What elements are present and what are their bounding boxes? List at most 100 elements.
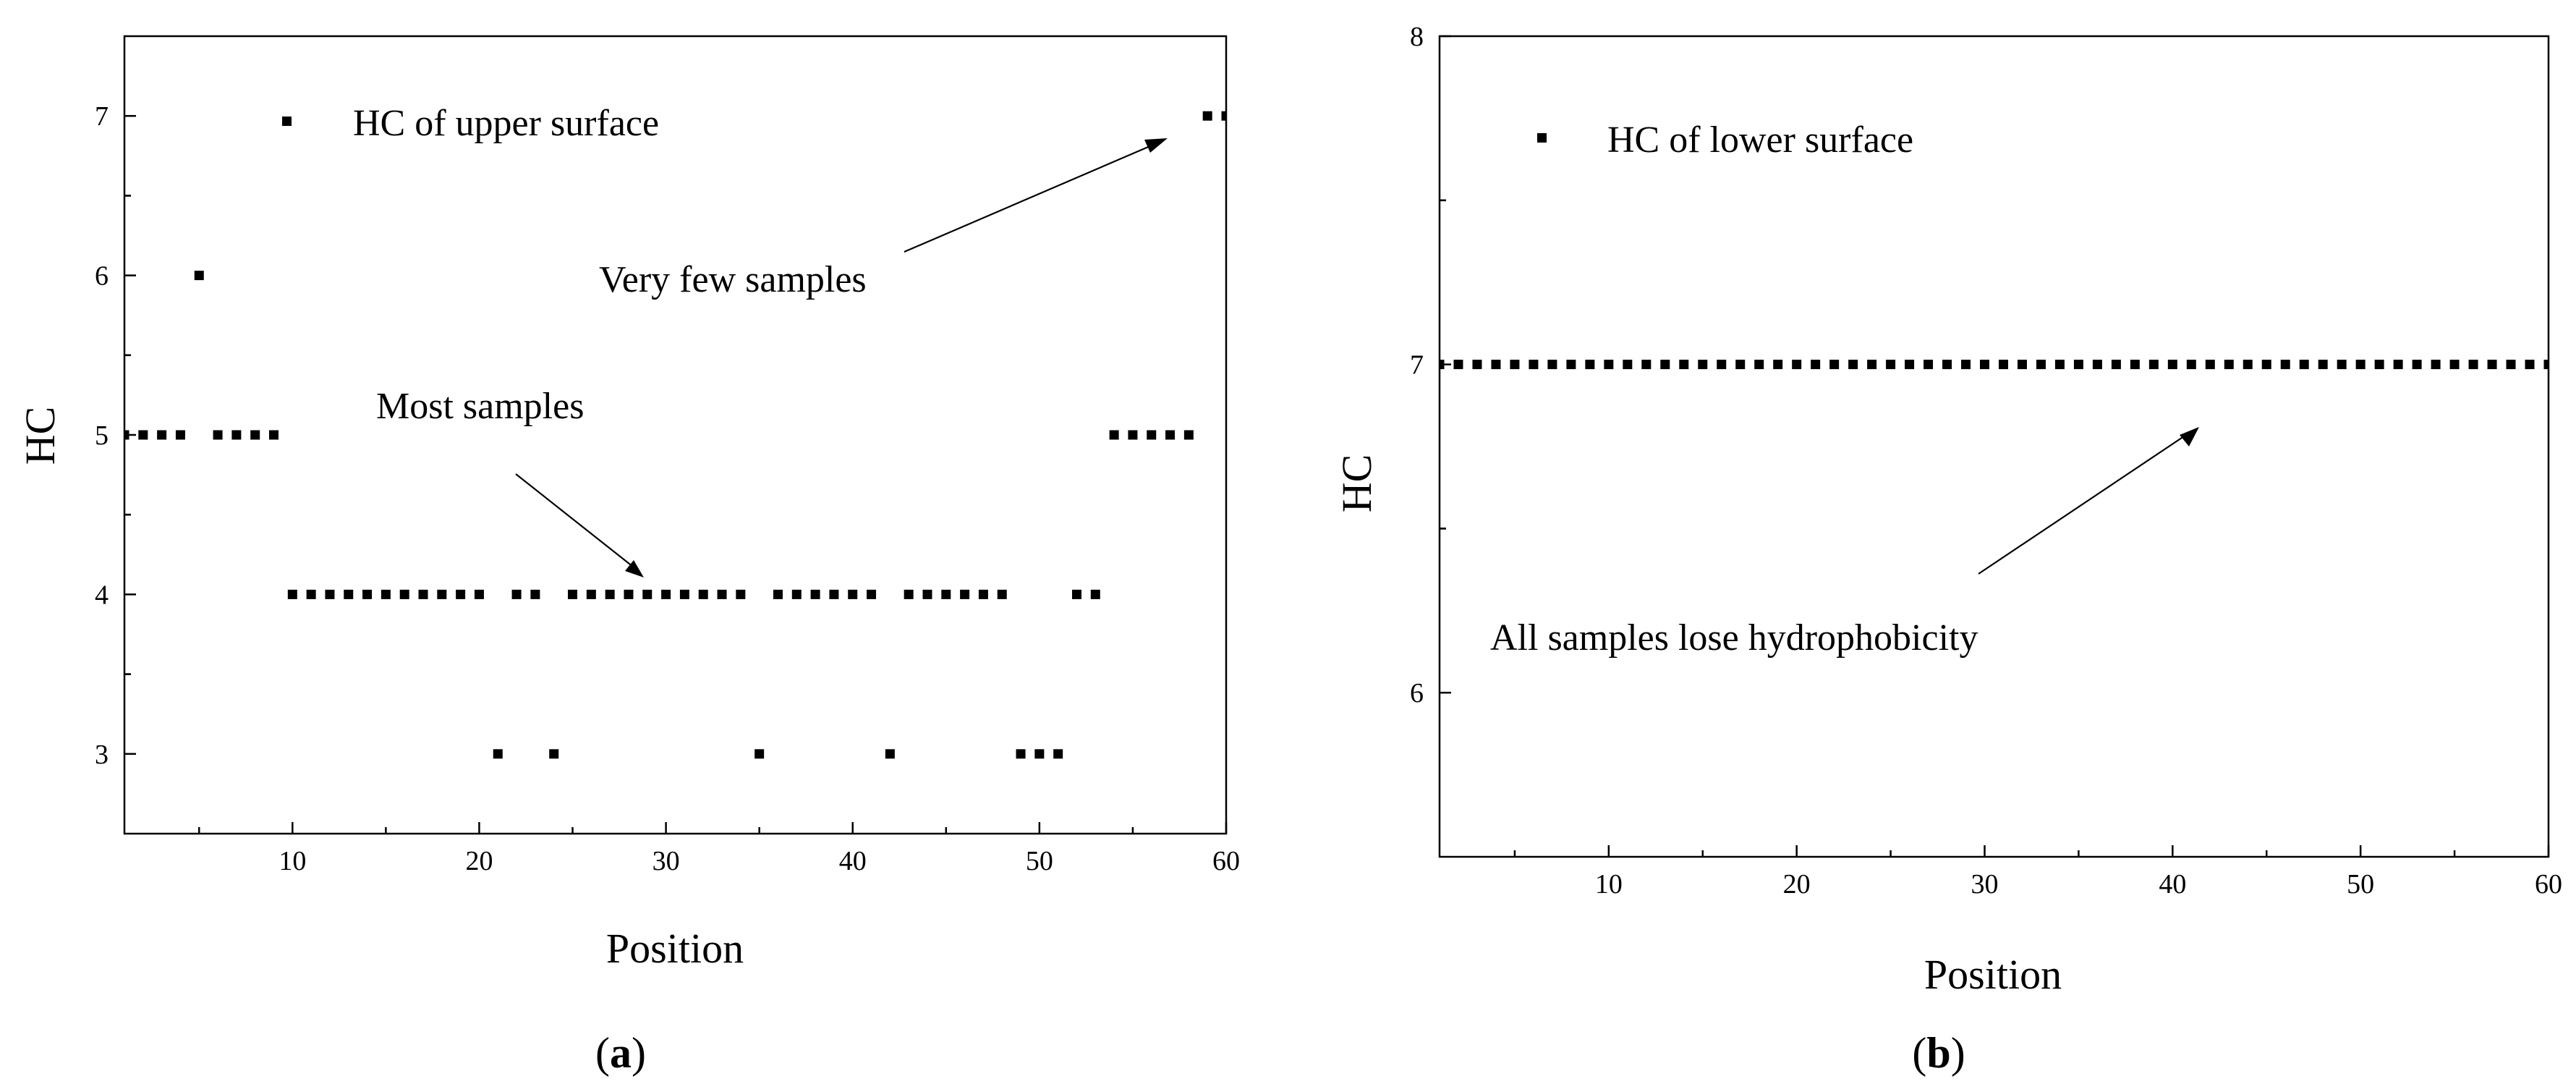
data-point-b bbox=[1566, 360, 1576, 370]
annotation-text-very-few: Very few samples bbox=[599, 259, 867, 300]
data-point-b bbox=[2468, 360, 2478, 370]
data-point-a bbox=[568, 589, 578, 599]
data-point-b bbox=[2243, 360, 2253, 370]
y-tick-label-a: 6 bbox=[95, 261, 109, 292]
data-point-a bbox=[1071, 589, 1081, 599]
data-point-a bbox=[456, 589, 466, 599]
data-point-b bbox=[1980, 360, 1990, 370]
x-tick-label-a: 20 bbox=[465, 846, 493, 876]
data-point-a bbox=[1128, 430, 1138, 440]
data-point-b bbox=[1754, 360, 1764, 370]
data-point-b bbox=[2487, 360, 2497, 370]
data-point-b bbox=[1811, 360, 1821, 370]
data-point-b bbox=[1998, 360, 2008, 370]
x-tick-label-b: 50 bbox=[2347, 869, 2374, 900]
data-point-b bbox=[1698, 360, 1708, 370]
x-tick-label-a: 60 bbox=[1212, 846, 1240, 876]
data-point-b bbox=[2054, 360, 2065, 370]
data-point-b bbox=[1641, 360, 1652, 370]
chart-panel-a: 10 20 30 40 50 60 3 4 5 6 7 Position HC HC of uppe… bbox=[17, 35, 1240, 1077]
x-tick-label-b: 10 bbox=[1595, 869, 1623, 900]
data-point-a bbox=[194, 271, 204, 281]
data-point-b bbox=[2224, 360, 2234, 370]
annotation-most: Most samples bbox=[376, 386, 644, 577]
data-point-b bbox=[1679, 360, 1689, 370]
data-point-b bbox=[1924, 360, 1934, 370]
data-point-a bbox=[736, 589, 746, 599]
annotation-arrowhead-most bbox=[625, 560, 644, 577]
data-point-a bbox=[848, 589, 858, 599]
data-point-b bbox=[2205, 360, 2215, 370]
data-point-a bbox=[1221, 111, 1226, 121]
data-point-a bbox=[474, 589, 484, 599]
plot-frame-a bbox=[123, 35, 1228, 835]
data-point-a bbox=[922, 589, 932, 599]
data-point-a bbox=[1016, 749, 1026, 759]
y-tick-label-a: 5 bbox=[95, 420, 109, 451]
data-point-a bbox=[344, 589, 354, 599]
data-point-b bbox=[1942, 360, 1952, 370]
data-point-a bbox=[437, 589, 447, 599]
y-tick-label-b: 8 bbox=[1410, 22, 1424, 52]
data-point-b bbox=[1961, 360, 1971, 370]
data-point-b bbox=[1829, 360, 1840, 370]
data-point-a bbox=[124, 430, 129, 440]
x-tick-label-b: 30 bbox=[1971, 869, 1999, 900]
data-point-b bbox=[1547, 360, 1557, 370]
legend-b: HC of lower surface bbox=[1537, 119, 1913, 161]
caption-b: (b) bbox=[1912, 1029, 1965, 1077]
data-point-a bbox=[773, 589, 783, 599]
data-point-a bbox=[978, 589, 988, 599]
data-point-a bbox=[586, 589, 596, 599]
x-tick-label-b: 60 bbox=[2535, 869, 2562, 900]
caption-letter-b: b bbox=[1926, 1029, 1950, 1077]
data-point-b bbox=[2412, 360, 2422, 370]
data-point-a bbox=[624, 589, 634, 599]
data-point-a bbox=[885, 749, 895, 759]
data-point-a bbox=[960, 589, 970, 599]
x-axis-title-a: Position bbox=[606, 925, 744, 972]
y-axis-title-b: HC bbox=[1333, 454, 1380, 513]
x-tick-label-b: 20 bbox=[1783, 869, 1811, 900]
data-point-b bbox=[1604, 360, 1614, 370]
data-point-a bbox=[698, 589, 708, 599]
data-point-a bbox=[418, 589, 428, 599]
data-point-a bbox=[1165, 430, 1176, 440]
data-point-a bbox=[157, 430, 167, 440]
data-point-a bbox=[287, 589, 297, 599]
data-point-b bbox=[1773, 360, 1783, 370]
data-point-b bbox=[2393, 360, 2403, 370]
annotation-arrow-most bbox=[515, 473, 637, 570]
caption-a: (a) bbox=[595, 1029, 646, 1077]
data-point-b bbox=[1886, 360, 1896, 370]
data-point-b bbox=[1792, 360, 1802, 370]
data-point-a bbox=[138, 430, 148, 440]
data-point-b bbox=[2130, 360, 2140, 370]
data-point-b bbox=[2186, 360, 2196, 370]
plot-frame-b bbox=[1438, 35, 2550, 858]
data-point-b bbox=[2525, 360, 2535, 370]
data-point-a bbox=[381, 589, 391, 599]
data-point-b bbox=[1660, 360, 1670, 370]
data-point-b bbox=[2449, 360, 2460, 370]
x-axis-title-b: Position bbox=[1924, 951, 2062, 998]
data-point-a bbox=[493, 749, 503, 759]
data-point-a bbox=[175, 430, 185, 440]
legend-label-a: HC of upper surface bbox=[353, 103, 659, 144]
caption-letter-a: a bbox=[610, 1029, 632, 1077]
y-tick-label-a: 7 bbox=[95, 101, 109, 132]
data-point-a bbox=[810, 589, 820, 599]
data-point-a bbox=[754, 749, 765, 759]
data-point-a bbox=[213, 430, 223, 440]
data-point-a bbox=[679, 589, 689, 599]
data-point-a bbox=[941, 589, 951, 599]
data-point-a bbox=[1109, 430, 1119, 440]
data-point-b bbox=[2543, 360, 2549, 370]
data-point-a bbox=[549, 749, 559, 759]
y-axis-title-a: HC bbox=[17, 407, 64, 465]
data-point-b bbox=[2337, 360, 2347, 370]
legend-marker-a bbox=[282, 117, 292, 126]
y-tick-label-a: 4 bbox=[95, 580, 109, 610]
data-point-a bbox=[362, 589, 373, 599]
data-point-b bbox=[2092, 360, 2102, 370]
